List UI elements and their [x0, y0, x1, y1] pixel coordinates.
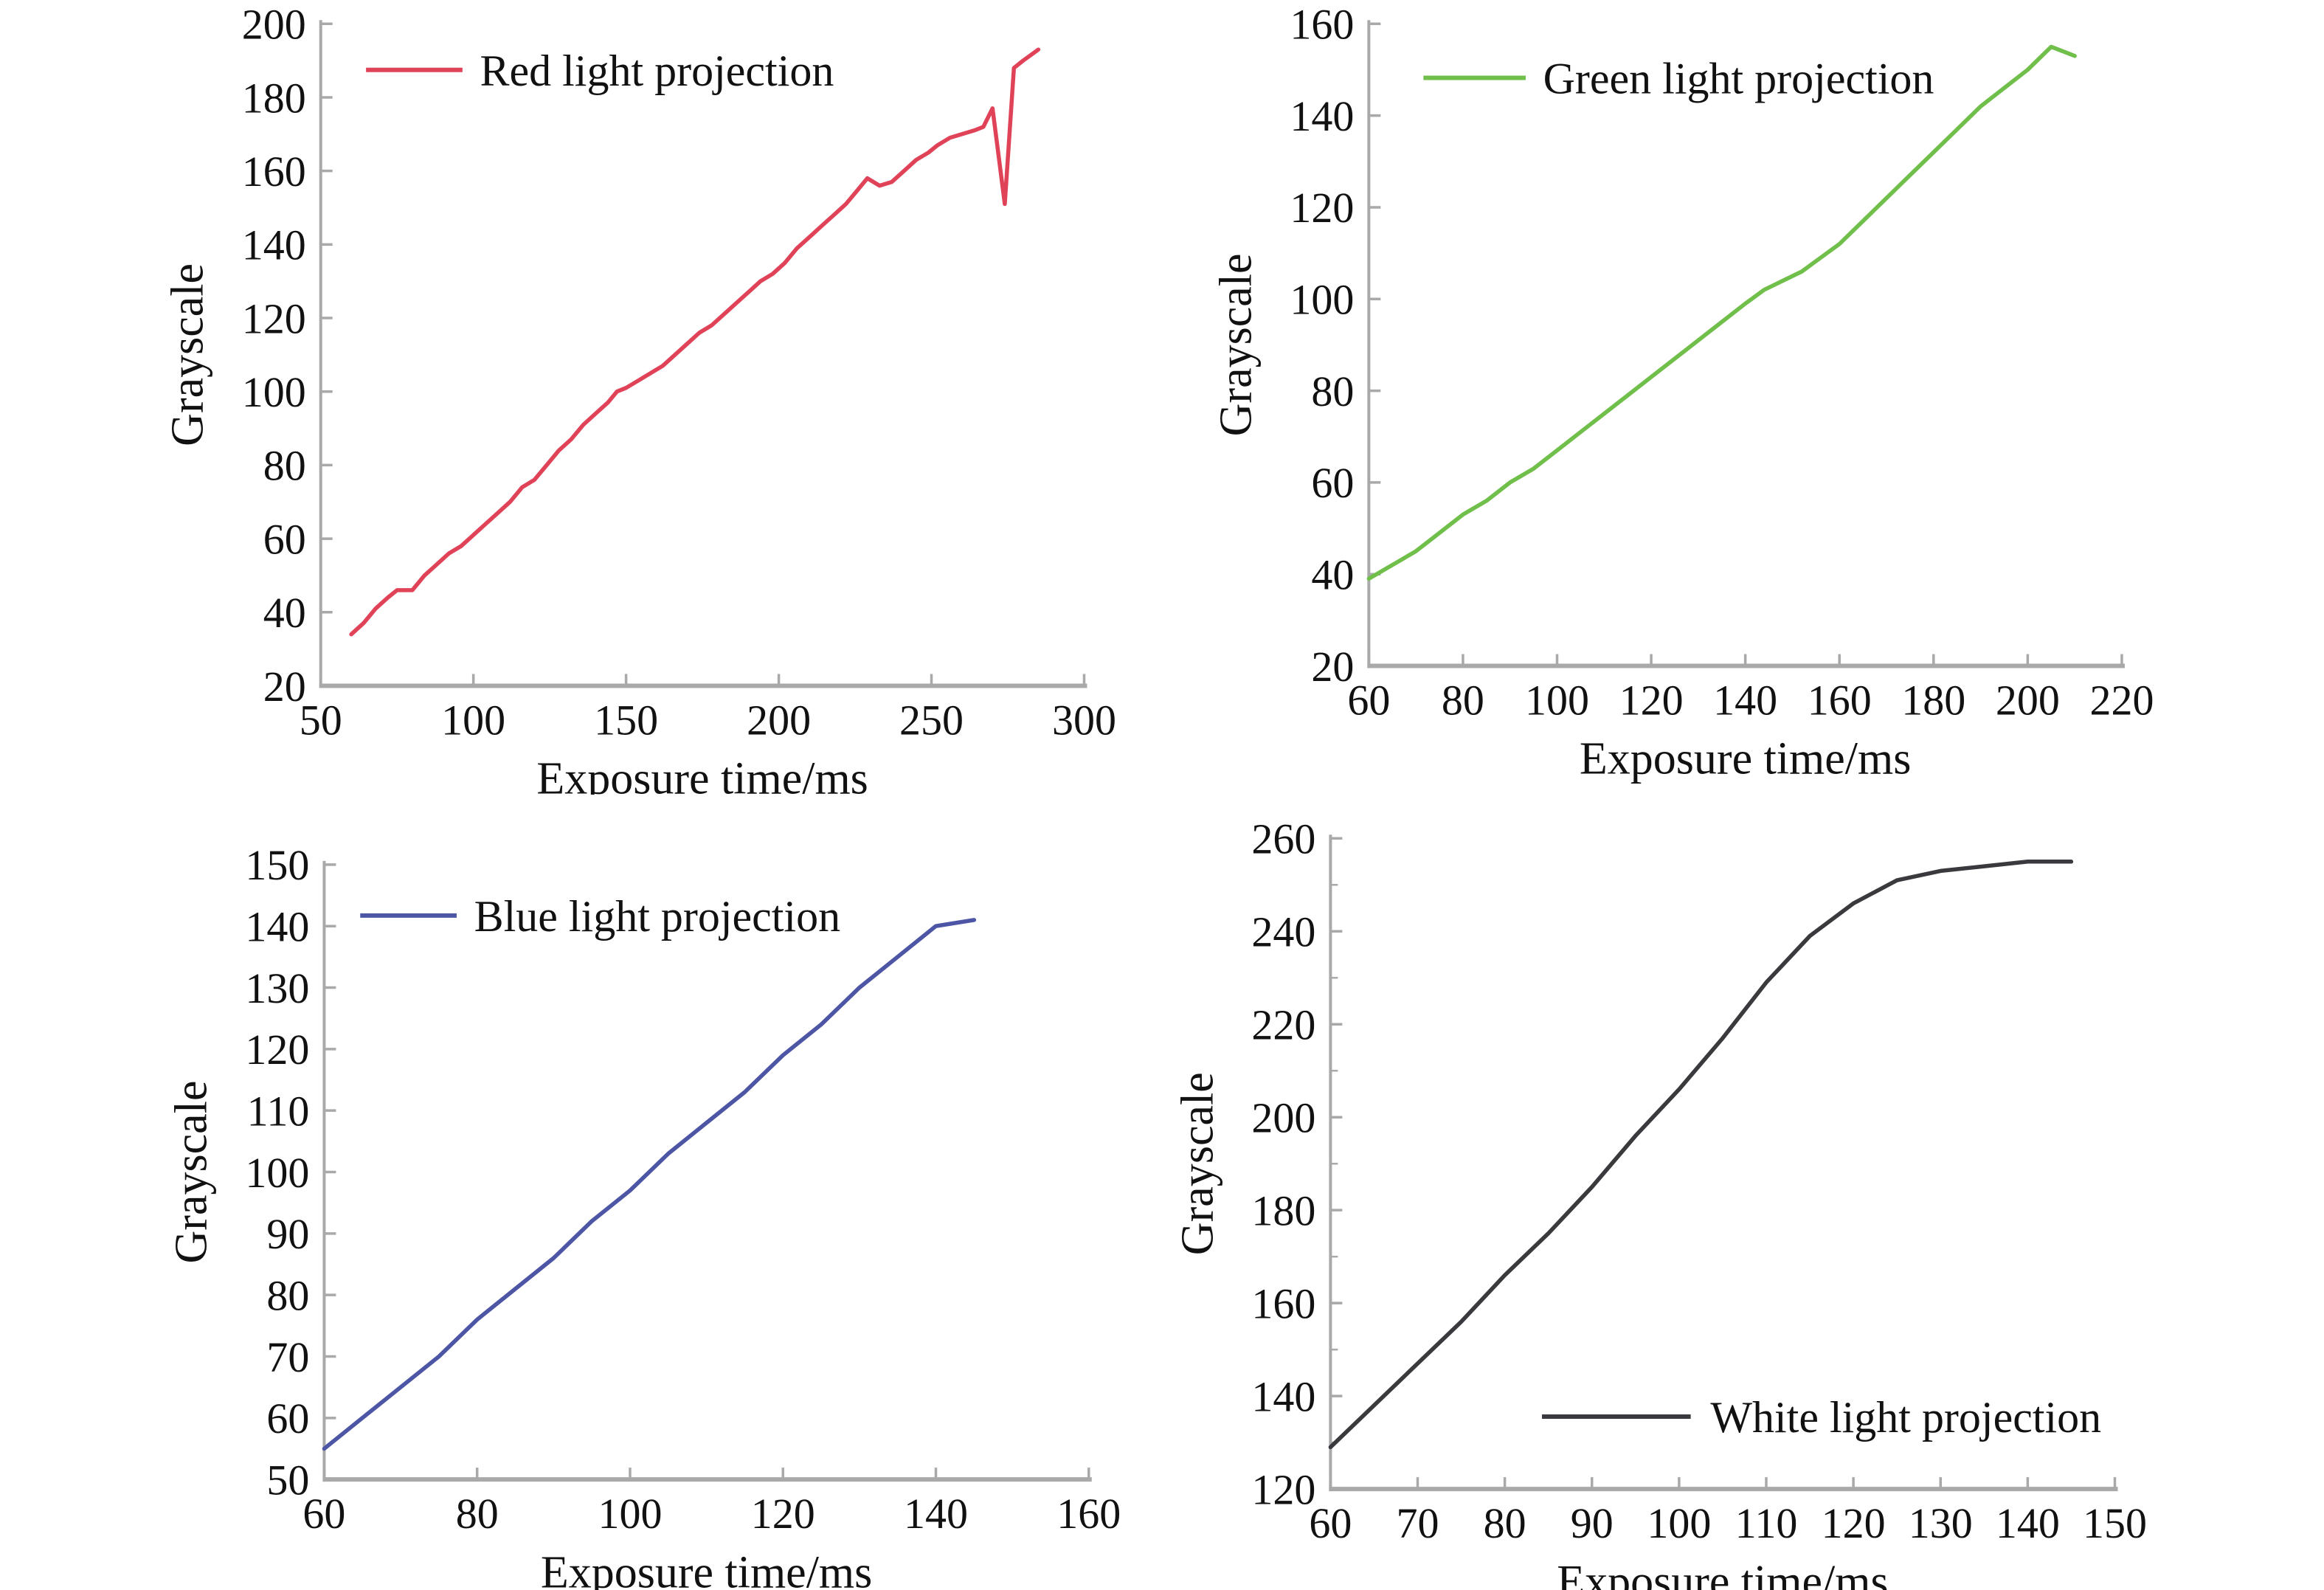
x-tick-label: 120: [1822, 1499, 1886, 1547]
y-tick-label: 100: [1290, 276, 1354, 324]
x-tick-label: 70: [1397, 1499, 1439, 1547]
x-tick-label: 250: [899, 696, 964, 744]
x-tick-label: 300: [1052, 696, 1116, 744]
y-tick-label: 180: [242, 74, 306, 122]
y-tick-label: 120: [1290, 184, 1354, 232]
y-tick-label: 140: [1251, 1372, 1315, 1420]
x-tick-label: 150: [594, 696, 658, 744]
y-axis-title: Grayscale: [1211, 253, 1261, 436]
green-series-line: [1366, 44, 2077, 581]
white-series-line: [1328, 860, 2074, 1450]
x-tick-label: 220: [2089, 677, 2154, 725]
line-chart-white-light: 120 140 160 180 200 220 240 260 60 70 80 90 100 110 12…: [1172, 815, 2147, 1590]
x-tick-label: 80: [1442, 677, 1484, 725]
x-axis-title: Exposure time/ms: [541, 1547, 872, 1590]
x-tick-label: 100: [441, 696, 505, 744]
x-tick-label: 80: [456, 1490, 499, 1538]
y-tick-label: 200: [242, 1, 306, 49]
y-tick-label: 40: [263, 589, 306, 637]
x-tick-label: 180: [1901, 677, 1965, 725]
y-tick-label: 200: [1251, 1094, 1315, 1142]
y-tick-label: 60: [263, 515, 306, 563]
y-tick-label: 80: [266, 1271, 309, 1319]
legend-label: Blue light projection: [474, 892, 840, 941]
y-tick-label: 80: [263, 442, 306, 490]
red-series-line: [349, 47, 1041, 637]
y-tick-label: 260: [1251, 815, 1315, 863]
y-axis-title: Grayscale: [166, 1080, 216, 1263]
x-tick-label: 100: [598, 1490, 662, 1538]
legend-label: Green light projection: [1543, 55, 1934, 103]
x-tick-label: 80: [1484, 1499, 1526, 1547]
y-tick-label: 140: [1290, 92, 1354, 140]
x-tick-label: 200: [1996, 677, 2060, 725]
x-axis-title: Exposure time/ms: [1557, 1557, 1888, 1590]
y-tick-label: 160: [242, 148, 306, 196]
legend-label: White light projection: [1710, 1393, 2101, 1442]
chart-panel-white-light: 120 140 160 180 200 220 240 260 60 70 80 90 100 110 12…: [1162, 795, 2324, 1590]
chart-panel-blue-light: 50 60 70 80 90 100 110 120 130 140 150 60 80 100 120 14…: [0, 795, 1162, 1590]
y-tick-label: 40: [1311, 551, 1354, 599]
x-tick-label: 160: [1056, 1490, 1121, 1538]
x-tick-label: 60: [302, 1490, 345, 1538]
y-tick-label: 90: [266, 1210, 309, 1258]
x-tick-label: 140: [1996, 1499, 2060, 1547]
x-tick-label: 110: [1735, 1499, 1798, 1547]
x-tick-label: 60: [1309, 1499, 1352, 1547]
y-tick-label: 160: [1290, 1, 1354, 49]
x-tick-label: 50: [300, 696, 342, 744]
y-tick-label: 240: [1251, 908, 1315, 956]
x-tick-label: 60: [1347, 677, 1390, 725]
y-tick-label: 160: [1251, 1279, 1315, 1327]
y-tick-label: 60: [266, 1394, 309, 1442]
x-tick-label: 120: [1619, 677, 1684, 725]
x-tick-label: 130: [1909, 1499, 1973, 1547]
x-tick-label: 140: [904, 1490, 968, 1538]
legend-label: Red light projection: [480, 46, 834, 95]
y-tick-label: 130: [245, 964, 309, 1012]
y-tick-label: 120: [245, 1026, 309, 1074]
x-tick-label: 100: [1525, 677, 1589, 725]
y-tick-label: 120: [1251, 1465, 1315, 1513]
y-tick-label: 20: [1311, 643, 1354, 691]
x-tick-label: 100: [1647, 1499, 1711, 1547]
y-tick-label: 20: [263, 663, 306, 711]
y-tick-label: 100: [242, 368, 306, 416]
y-tick-label: 100: [245, 1149, 309, 1197]
y-tick-label: 150: [245, 841, 309, 889]
y-tick-label: 140: [245, 902, 309, 950]
chart-panel-red-light: 20 40 60 80 100 120 140 160 180 200 50 100 150 200 250…: [0, 0, 1162, 795]
y-tick-label: 60: [1311, 459, 1354, 507]
x-tick-label: 150: [2083, 1499, 2147, 1547]
x-tick-label: 160: [1808, 677, 1872, 725]
y-axis-title: Grayscale: [1172, 1072, 1222, 1255]
y-tick-label: 140: [242, 221, 306, 269]
y-tick-label: 180: [1251, 1186, 1315, 1234]
y-tick-label: 70: [266, 1333, 309, 1381]
x-axis-title: Exposure time/ms: [1580, 734, 1911, 784]
x-tick-label: 120: [751, 1490, 815, 1538]
x-axis-title: Exposure time/ms: [536, 753, 868, 795]
x-tick-label: 140: [1713, 677, 1777, 725]
y-tick-label: 80: [1311, 367, 1354, 415]
blue-series-line: [322, 918, 977, 1451]
x-tick-label: 90: [1571, 1499, 1614, 1547]
y-tick-label: 120: [242, 294, 306, 342]
x-tick-label: 200: [747, 696, 811, 744]
line-chart-green-light: 20 40 60 80 100 120 140 160 60 80 100 120 140 160 180 2…: [1211, 1, 2154, 784]
y-tick-label: 50: [266, 1456, 309, 1504]
y-tick-label: 110: [247, 1087, 310, 1135]
y-tick-label: 220: [1251, 1001, 1315, 1049]
chart-panel-green-light: 20 40 60 80 100 120 140 160 60 80 100 120 140 160 180 2…: [1162, 0, 2324, 795]
line-chart-red-light: 20 40 60 80 100 120 140 160 180 200 50 100 150 200 250…: [163, 1, 1116, 795]
y-axis-title: Grayscale: [163, 263, 213, 446]
